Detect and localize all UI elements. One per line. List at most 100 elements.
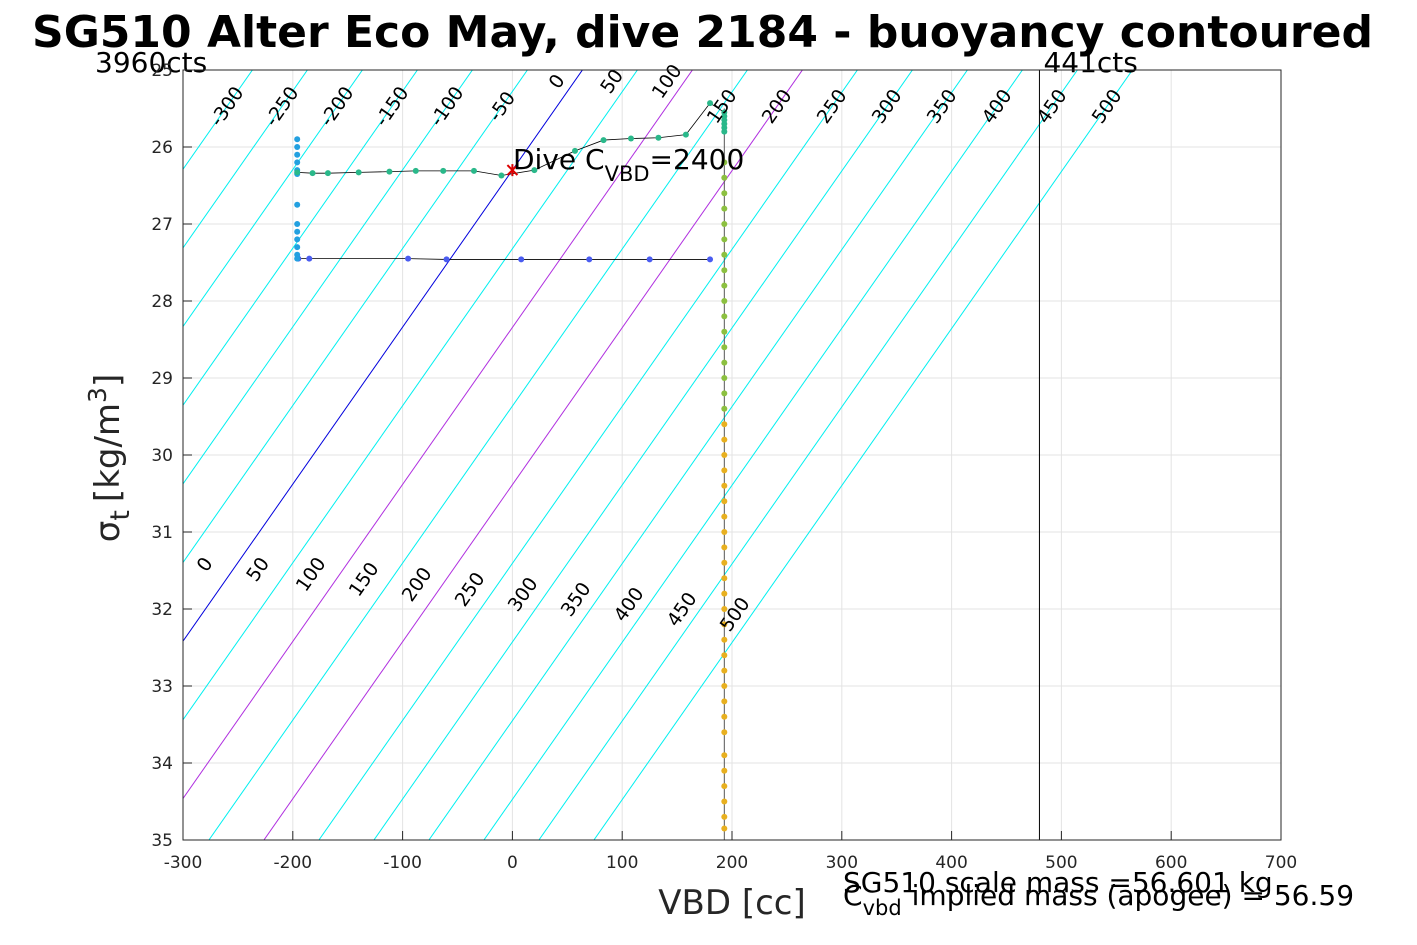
y-axis-close: ]	[88, 374, 128, 387]
data-point	[470, 167, 477, 174]
data-point	[655, 134, 662, 141]
y-tick-label: 28	[151, 292, 173, 312]
data-point	[707, 256, 714, 263]
y-tick-label: 25	[151, 61, 173, 81]
data-point	[721, 783, 728, 790]
y-axis-label: σt [kg/m3]	[83, 374, 136, 542]
y-tick-label: 30	[151, 446, 173, 466]
contour-line	[183, 70, 474, 485]
data-point	[306, 255, 313, 262]
x-tick-label: 400	[935, 853, 967, 873]
contour-line	[183, 70, 639, 721]
y-tick-label: 26	[151, 138, 173, 158]
x-tick-label: 100	[606, 853, 638, 873]
contour-line	[208, 70, 749, 840]
data-point	[721, 825, 728, 832]
data-point	[600, 137, 607, 144]
data-point	[412, 167, 419, 174]
data-point	[294, 159, 301, 166]
data-point	[721, 128, 728, 135]
data-point	[721, 282, 728, 289]
contour-line	[183, 70, 694, 800]
data-point	[721, 667, 728, 674]
data-point	[586, 256, 593, 263]
x-tick-label: -200	[274, 853, 313, 873]
data-point	[721, 359, 728, 366]
data-point	[294, 144, 301, 150]
data-point	[721, 636, 728, 643]
vbd-limit-label: 3960cts	[95, 46, 207, 79]
dive-marker	[506, 164, 519, 177]
data-point	[721, 498, 728, 505]
data-point	[721, 174, 728, 181]
contour-line	[318, 70, 859, 840]
implied-subscript: vbd	[863, 896, 902, 920]
y-tick-label: 35	[151, 831, 173, 851]
data-point	[721, 683, 728, 689]
x-tick-label: 500	[1045, 853, 1077, 873]
y-tick-label: 33	[151, 677, 173, 697]
x-tick-label: 200	[716, 853, 748, 873]
x-axis-label: VBD [cc]	[658, 883, 806, 923]
data-point	[355, 169, 362, 176]
data-point	[721, 713, 728, 720]
data-point	[721, 375, 728, 381]
y-tick-label: 34	[151, 754, 173, 774]
data-point	[721, 559, 728, 566]
data-point	[721, 313, 728, 320]
implied-mass-text: Cvbd implied mass (apogee) = 56.59	[843, 879, 1354, 920]
data-point	[721, 205, 728, 212]
data-point	[518, 256, 525, 263]
data-point	[646, 256, 653, 263]
y-axis-units: [kg/m	[88, 403, 128, 502]
data-point	[498, 172, 505, 179]
data-point	[721, 159, 728, 166]
data-point	[294, 151, 301, 158]
data-series	[294, 100, 728, 832]
data-point	[721, 267, 728, 274]
data-point	[721, 575, 728, 582]
chart-title: SG510 Alter Eco May, dive 2184 - buoyanc…	[32, 7, 1373, 58]
data-point	[721, 482, 728, 489]
data-point	[721, 328, 728, 335]
axis-ticks: -300 -200 -100 0 100 200 300 400 500 600 700 25 26 27…	[151, 61, 1297, 873]
data-point	[682, 131, 689, 138]
contour-line	[263, 70, 804, 840]
y-axis-symbol: σ	[88, 521, 128, 543]
data-point	[294, 201, 301, 208]
data-point	[294, 236, 301, 243]
contour-line	[183, 70, 309, 249]
y-tick-label: 27	[151, 215, 173, 235]
data-point	[721, 190, 728, 197]
data-point	[627, 135, 634, 142]
data-point	[386, 168, 393, 175]
data-point	[721, 813, 728, 820]
data-point	[294, 255, 301, 262]
y-tick-label: 32	[151, 600, 173, 620]
data-point	[294, 228, 301, 235]
contour-line	[483, 70, 1024, 840]
data-point	[721, 405, 728, 412]
data-point	[721, 236, 728, 243]
data-point	[721, 421, 728, 428]
data-point	[721, 344, 728, 351]
data-point	[721, 621, 728, 628]
data-point	[721, 544, 728, 551]
dive-cvbd-subscript: VBD	[605, 162, 650, 186]
data-point	[721, 698, 728, 705]
data-point	[721, 752, 728, 759]
data-point	[443, 256, 450, 263]
y-axis-subscript: t	[105, 510, 136, 521]
scale-mass-text: SG510 scale mass =56.601 kg	[843, 866, 1273, 899]
data-point	[721, 729, 728, 736]
data-point	[721, 590, 728, 597]
y-tick-label: 29	[151, 369, 173, 389]
data-point	[309, 170, 316, 177]
data-point	[571, 147, 578, 154]
contour-line	[538, 70, 1079, 840]
data-point	[405, 255, 412, 262]
contour-line	[183, 70, 419, 407]
x-tick-label: 600	[1155, 853, 1187, 873]
dive-cvbd-value: =2400	[650, 143, 745, 176]
